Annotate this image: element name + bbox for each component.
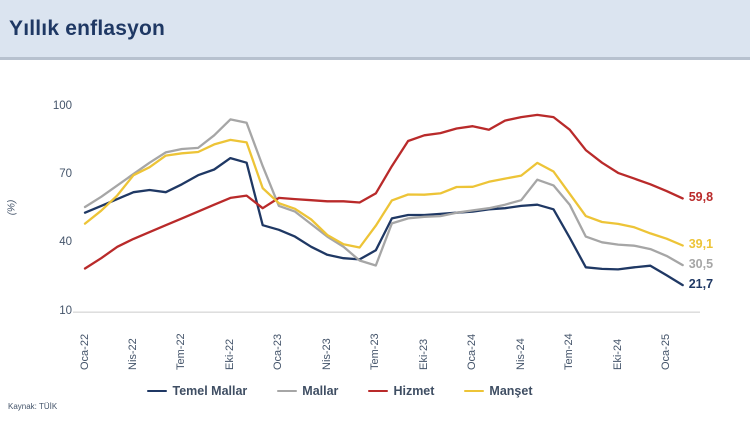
- x-tick-Tem-23: Tem-23: [369, 333, 382, 370]
- plot-canvas: [73, 113, 700, 313]
- legend-label: Hizmet: [393, 384, 435, 398]
- x-tick-Eki-23: Eki-23: [417, 338, 430, 370]
- line-series-temel-mallar: [83, 156, 684, 287]
- legend-label: Manşet: [489, 384, 533, 398]
- legend-item-temel-mallar: Temel Mallar: [147, 384, 247, 398]
- chart-legend: Temel Mallar Mallar Hizmet Manşet: [60, 380, 620, 402]
- legend-item-hizmet: Hizmet: [368, 384, 434, 398]
- legend-item-manşet: Manşet: [464, 384, 533, 398]
- y-tick-40: 40: [59, 236, 72, 249]
- legend-marker-icon: [147, 389, 168, 393]
- x-tick-Oca-24: Oca-24: [466, 333, 479, 370]
- x-tick-Oca-25: Oca-25: [660, 333, 673, 370]
- x-tick-Tem-24: Tem-24: [563, 333, 576, 370]
- legend-marker-icon: [368, 389, 389, 393]
- legend-label: Mallar: [302, 384, 339, 398]
- y-tick-70: 70: [59, 168, 72, 181]
- page-title: Yıllık enflasyon: [9, 16, 166, 40]
- line-chart: 10 40 70 100 (%) Oca-22 Nis-22 Tem-22 Eki-22 Oc…: [0, 66, 750, 421]
- legend-marker-icon: [277, 389, 298, 393]
- x-tick-Nis-23: Nis-23: [320, 337, 333, 370]
- legend-label: Temel Mallar: [172, 384, 248, 398]
- x-tick-Eki-22: Eki-22: [223, 338, 236, 370]
- end-label-temel-mallar: 21,7: [688, 277, 714, 292]
- legend-item-mallar: Mallar: [277, 384, 338, 398]
- x-tick-Tem-22: Tem-22: [175, 333, 188, 370]
- line-series-mallar: [83, 118, 684, 267]
- x-tick-Nis-24: Nis-24: [514, 337, 527, 370]
- line-series-manşet: [83, 138, 684, 249]
- end-label-hizmet: 59,8: [688, 190, 714, 205]
- title-bar: Yıllık enflasyon: [0, 0, 750, 60]
- x-tick-Oca-22: Oca-22: [78, 333, 91, 370]
- y-tick-10: 10: [59, 304, 72, 317]
- x-tick-Eki-24: Eki-24: [611, 338, 624, 370]
- y-tick-100: 100: [52, 99, 72, 112]
- line-series-hizmet: [83, 113, 684, 270]
- x-tick-Nis-22: Nis-22: [126, 337, 139, 370]
- x-tick-Oca-23: Oca-23: [272, 333, 285, 370]
- end-label-mallar: 30,5: [688, 257, 714, 272]
- source-note: Kaynak: TÜİK: [8, 402, 58, 411]
- y-axis-label: (%): [6, 200, 18, 216]
- legend-marker-icon: [464, 389, 485, 393]
- end-label-manşet: 39,1: [688, 237, 714, 252]
